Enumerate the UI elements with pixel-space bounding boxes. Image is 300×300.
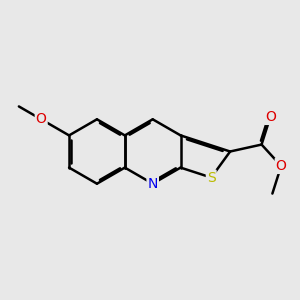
Text: O: O [276,159,286,173]
Text: N: N [148,177,158,191]
Text: O: O [265,110,276,124]
Text: S: S [207,170,216,184]
Text: O: O [36,112,46,126]
